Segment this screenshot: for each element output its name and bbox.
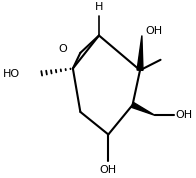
Text: OH: OH: [176, 110, 193, 120]
Polygon shape: [137, 35, 143, 70]
Polygon shape: [131, 103, 155, 115]
Text: OH: OH: [145, 26, 162, 36]
Text: H: H: [95, 2, 103, 12]
Text: HO: HO: [3, 69, 20, 79]
Text: O: O: [58, 43, 67, 54]
Text: OH: OH: [100, 165, 117, 175]
